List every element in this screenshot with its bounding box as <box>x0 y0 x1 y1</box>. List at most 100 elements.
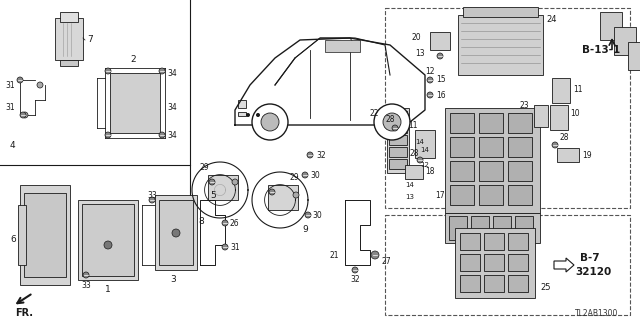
Bar <box>552 78 570 103</box>
Bar <box>389 147 407 157</box>
Text: 34: 34 <box>167 103 177 113</box>
Bar <box>445 213 540 243</box>
Circle shape <box>20 112 26 118</box>
Bar <box>508 113 532 133</box>
Circle shape <box>172 229 180 237</box>
Circle shape <box>293 192 299 198</box>
Bar <box>387 108 409 173</box>
Bar <box>385 215 630 315</box>
Text: 28: 28 <box>410 148 419 157</box>
Circle shape <box>252 104 288 140</box>
Bar <box>508 233 528 250</box>
Text: 31: 31 <box>5 81 15 90</box>
Circle shape <box>261 113 279 131</box>
Text: 24: 24 <box>546 15 557 25</box>
Bar <box>268 185 298 210</box>
Text: 12: 12 <box>425 68 435 76</box>
Text: 25: 25 <box>540 284 550 292</box>
Bar <box>508 254 528 271</box>
Circle shape <box>104 241 112 249</box>
Bar <box>508 185 532 205</box>
Text: 30: 30 <box>310 171 320 180</box>
Text: 33: 33 <box>147 190 157 199</box>
Text: B-13-1: B-13-1 <box>582 45 620 55</box>
Bar <box>450 137 474 157</box>
Text: 26: 26 <box>230 219 239 228</box>
Text: 28: 28 <box>385 116 394 124</box>
Circle shape <box>222 244 228 250</box>
Bar <box>449 216 467 240</box>
Text: 18: 18 <box>425 167 435 177</box>
Text: 20: 20 <box>412 33 422 42</box>
Text: 10: 10 <box>570 108 580 117</box>
Circle shape <box>269 189 275 195</box>
Bar <box>479 185 503 205</box>
Text: 13: 13 <box>415 50 424 59</box>
Text: 21: 21 <box>330 251 339 260</box>
Text: 29: 29 <box>200 164 210 172</box>
Text: 17: 17 <box>435 190 445 199</box>
Circle shape <box>37 82 43 88</box>
Circle shape <box>383 113 401 131</box>
Bar <box>479 161 503 181</box>
Bar <box>238 112 246 116</box>
Text: 27: 27 <box>382 258 392 267</box>
Circle shape <box>417 157 423 163</box>
Text: 31: 31 <box>5 103 15 113</box>
Circle shape <box>392 125 398 131</box>
Text: 5: 5 <box>210 190 216 199</box>
Text: 14: 14 <box>405 182 414 188</box>
Bar <box>455 228 535 298</box>
Bar <box>110 73 160 133</box>
Bar <box>471 216 489 240</box>
Text: 23: 23 <box>520 100 530 109</box>
Text: 4: 4 <box>10 140 15 149</box>
Text: 2: 2 <box>130 55 136 65</box>
Text: 13: 13 <box>405 194 414 200</box>
Bar <box>458 15 543 75</box>
Text: 29: 29 <box>290 173 300 182</box>
Bar <box>389 111 407 121</box>
Circle shape <box>246 113 250 117</box>
Text: 28: 28 <box>560 133 570 142</box>
Bar <box>60 12 78 22</box>
Circle shape <box>352 267 358 273</box>
Bar <box>460 275 480 292</box>
Bar <box>78 200 138 280</box>
Bar <box>600 12 622 40</box>
Bar <box>628 42 640 70</box>
Bar <box>508 137 532 157</box>
Text: 16: 16 <box>436 91 445 100</box>
Circle shape <box>307 152 313 158</box>
Circle shape <box>83 272 89 278</box>
Text: 8: 8 <box>198 218 204 227</box>
Bar <box>484 254 504 271</box>
Bar <box>208 175 238 200</box>
Text: 31: 31 <box>230 243 239 252</box>
Text: 34: 34 <box>167 68 177 77</box>
Bar <box>484 233 504 250</box>
Circle shape <box>256 113 260 117</box>
Bar <box>479 113 503 133</box>
Circle shape <box>209 179 215 185</box>
Bar <box>493 216 511 240</box>
Bar <box>18 205 26 265</box>
Bar <box>20 185 70 285</box>
Circle shape <box>437 53 443 59</box>
Circle shape <box>302 172 308 178</box>
Bar <box>389 123 407 133</box>
Bar <box>385 8 630 208</box>
Text: TL2AB1300: TL2AB1300 <box>575 308 618 317</box>
Bar <box>389 135 407 145</box>
Bar <box>508 161 532 181</box>
Circle shape <box>159 68 165 74</box>
Text: FR.: FR. <box>15 308 33 318</box>
Text: 7: 7 <box>87 36 93 44</box>
Circle shape <box>159 132 165 138</box>
Circle shape <box>374 104 410 140</box>
Text: 1: 1 <box>105 285 111 294</box>
Bar <box>550 105 568 130</box>
Circle shape <box>305 212 311 218</box>
Text: B-7: B-7 <box>580 253 600 263</box>
FancyArrow shape <box>554 258 574 272</box>
